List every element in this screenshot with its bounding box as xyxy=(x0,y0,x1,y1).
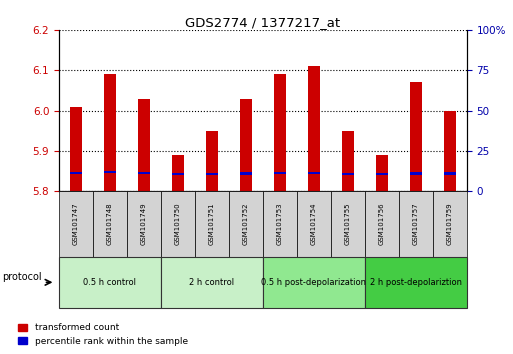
Bar xyxy=(410,82,422,191)
Text: GSM101755: GSM101755 xyxy=(345,202,351,245)
Bar xyxy=(172,155,184,191)
Bar xyxy=(138,172,150,174)
Bar xyxy=(274,74,286,191)
Bar xyxy=(308,66,320,191)
Bar xyxy=(444,172,456,175)
Text: GSM101747: GSM101747 xyxy=(73,202,79,245)
Bar xyxy=(240,98,252,191)
Text: GSM101753: GSM101753 xyxy=(277,202,283,245)
Text: 0.5 h control: 0.5 h control xyxy=(84,278,136,287)
Bar xyxy=(172,173,184,176)
Bar xyxy=(444,111,456,191)
Text: GSM101754: GSM101754 xyxy=(311,202,317,245)
Text: GSM101752: GSM101752 xyxy=(243,202,249,245)
Legend: transformed count, percentile rank within the sample: transformed count, percentile rank withi… xyxy=(15,320,191,349)
Text: GSM101756: GSM101756 xyxy=(379,202,385,245)
Bar xyxy=(240,172,252,175)
Bar xyxy=(376,155,388,191)
Bar xyxy=(342,173,354,175)
Bar xyxy=(138,98,150,191)
Bar xyxy=(206,131,218,191)
Text: GSM101757: GSM101757 xyxy=(413,202,419,245)
Bar xyxy=(342,131,354,191)
Text: GSM101748: GSM101748 xyxy=(107,202,113,245)
Text: GSM101759: GSM101759 xyxy=(447,202,453,245)
Bar xyxy=(104,171,116,173)
Bar xyxy=(376,173,388,175)
Text: GSM101751: GSM101751 xyxy=(209,202,215,245)
Bar xyxy=(308,172,320,174)
Text: GSM101750: GSM101750 xyxy=(175,202,181,245)
Text: 0.5 h post-depolarization: 0.5 h post-depolarization xyxy=(262,278,366,287)
Text: 2 h post-depolariztion: 2 h post-depolariztion xyxy=(370,278,462,287)
Bar xyxy=(70,107,82,191)
Text: protocol: protocol xyxy=(3,272,42,282)
Text: GSM101749: GSM101749 xyxy=(141,202,147,245)
Bar xyxy=(274,172,286,174)
Bar xyxy=(104,74,116,191)
Text: 2 h control: 2 h control xyxy=(189,278,234,287)
Bar xyxy=(70,172,82,174)
Bar xyxy=(206,173,218,175)
Title: GDS2774 / 1377217_at: GDS2774 / 1377217_at xyxy=(185,16,341,29)
Bar xyxy=(410,172,422,175)
